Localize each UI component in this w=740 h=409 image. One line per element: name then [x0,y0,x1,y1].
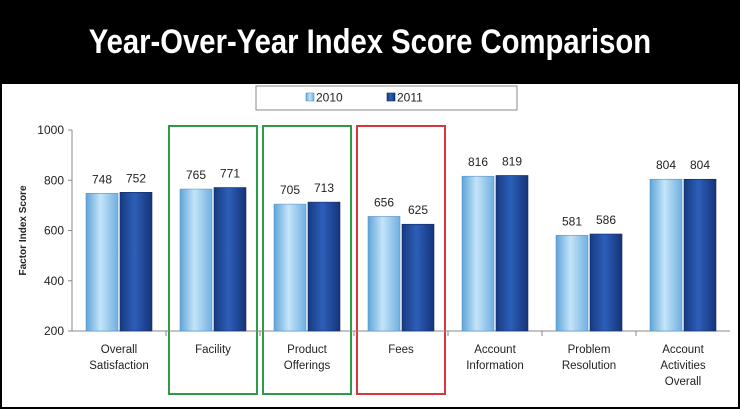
bar-value-label-2011-5: 586 [596,213,616,227]
x-tick-label-6-1: Activities [660,360,706,372]
bar-2011-2 [307,201,341,332]
bar-2011-3 [401,223,435,332]
y-tick-label-4: 1000 [37,123,64,137]
legend-swatch-2011 [386,92,396,102]
highlight-box-1 [262,125,352,395]
x-tick-label-0-1: Satisfaction [89,360,148,372]
x-tick-label-0-0: Overall [101,344,137,356]
y-tick-label-2: 600 [44,224,64,238]
bar-2011-0 [119,192,153,332]
bar-value-label-2011-6: 804 [690,158,710,172]
y-axis-label: Factor Index Score [18,185,29,275]
bar-value-label-2011-2: 713 [314,181,334,195]
bar-2010-6 [649,178,683,332]
bar-value-label-2011-4: 819 [502,154,522,168]
x-tick-label-2-0: Product [287,344,327,356]
x-tick-label-4-0: Account [474,344,516,356]
x-tick-label-3-0: Fees [388,344,414,356]
highlight-box-0 [168,125,258,395]
bar-2011-5 [589,233,623,332]
bar-2010-0 [85,193,119,332]
x-tick-label-1-0: Facility [195,344,231,356]
bar-value-label-2010-1: 765 [186,168,206,182]
bar-2010-4 [461,175,495,332]
bar-2011-4 [495,175,529,332]
x-tick-label-6-2: Overall [665,376,701,388]
y-tick-label-3: 800 [44,173,64,187]
chart-title: Year-Over-Year Index Score Comparison [88,22,652,61]
bar-value-label-2011-1: 771 [220,167,240,181]
legend-label-2010: 2010 [316,91,343,105]
bar-value-label-2010-4: 816 [468,155,488,169]
legend-label-2011: 2011 [397,91,423,105]
bar-2010-2 [273,203,307,332]
y-tick-label-0: 200 [44,324,64,338]
x-tick-label-5-1: Resolution [562,360,616,372]
y-tick-label-1: 400 [44,274,64,288]
legend-box [255,85,518,111]
x-tick-label-6-0: Account [662,344,704,356]
bar-value-label-2010-2: 705 [280,183,300,197]
title-bar: Year-Over-Year Index Score Comparison [0,0,740,84]
bar-value-label-2010-6: 804 [656,158,676,172]
bar-value-label-2011-0: 752 [126,171,146,185]
bar-2011-6 [683,178,717,332]
bar-2010-3 [367,216,401,332]
bar-2010-1 [179,188,213,332]
x-tick-label-2-1: Offerings [284,360,331,372]
bar-value-label-2010-5: 581 [562,214,582,228]
x-tick-label-4-1: Information [466,360,524,372]
x-tick-label-5-0: Problem [568,344,611,356]
bar-value-label-2010-0: 748 [92,172,112,186]
bar-2010-5 [555,234,589,332]
bar-2011-1 [213,187,247,332]
bar-value-label-2010-3: 656 [374,195,394,209]
legend-swatch-2010 [305,92,315,102]
highlight-box-2 [356,125,446,395]
bar-value-label-2011-3: 625 [408,203,428,217]
